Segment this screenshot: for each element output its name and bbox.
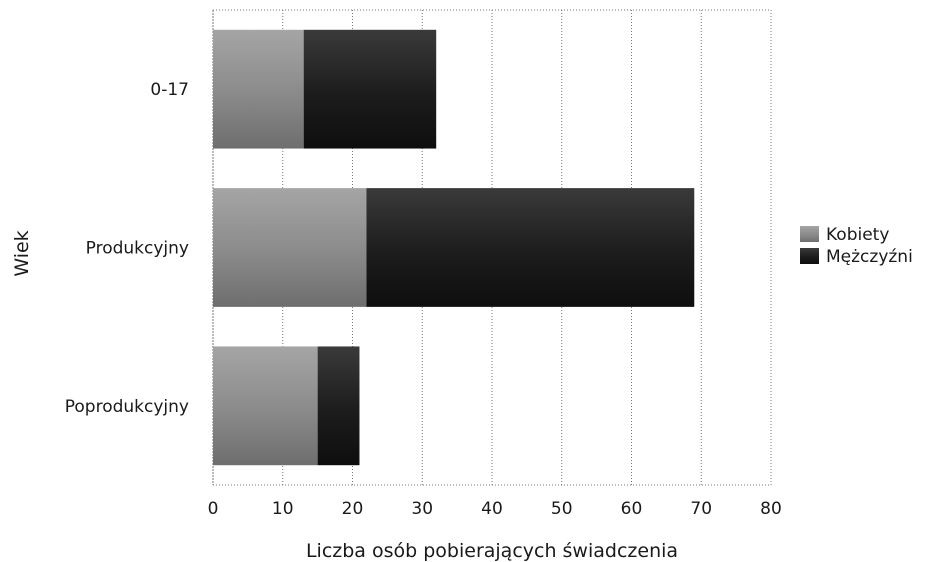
bar-Produkcyjny-Mężczyźni	[366, 188, 695, 307]
bars	[213, 29, 695, 466]
bar-0-17-Kobiety	[213, 29, 304, 149]
x-tick-label-20: 20	[342, 499, 364, 519]
x-tick-label-40: 40	[481, 499, 503, 519]
legend-swatch-Kobiety	[800, 226, 819, 242]
x-tick-label-30: 30	[411, 499, 433, 519]
bar-Poprodukcyjny-Mężczyźni	[317, 346, 360, 466]
y-category-label-0-17: 0-17	[150, 80, 189, 100]
x-tick-label-0: 0	[208, 499, 219, 519]
y-axis-categories: 0-17 Produkcyjny Poprodukcyjny	[65, 80, 189, 417]
plot-area	[212, 9, 772, 486]
legend-swatch-Mężczyźni	[800, 248, 819, 264]
bar-Poprodukcyjny-Kobiety	[213, 346, 318, 466]
x-tick-label-60: 60	[621, 499, 643, 519]
y-category-label-Poprodukcyjny: Poprodukcyjny	[65, 397, 189, 417]
bar-0-17-Mężczyźni	[303, 29, 437, 149]
x-tick-label-50: 50	[551, 499, 573, 519]
x-axis-ticks: 0 10 20 30 40 50 60 70 80	[208, 499, 782, 519]
legend-label-Mężczyźni: Mężczyźni	[826, 247, 913, 267]
y-category-label-Produkcyjny: Produkcyjny	[86, 239, 189, 259]
y-axis-title: Wiek	[11, 230, 33, 276]
x-axis-title: Liczba osób pobierających świadczenia	[306, 540, 678, 562]
x-tick-label-10: 10	[272, 499, 294, 519]
x-tick-label-70: 70	[690, 499, 712, 519]
legend-label-Kobiety: Kobiety	[826, 225, 889, 245]
x-tick-label-80: 80	[760, 499, 782, 519]
bar-Produkcyjny-Kobiety	[213, 188, 367, 307]
